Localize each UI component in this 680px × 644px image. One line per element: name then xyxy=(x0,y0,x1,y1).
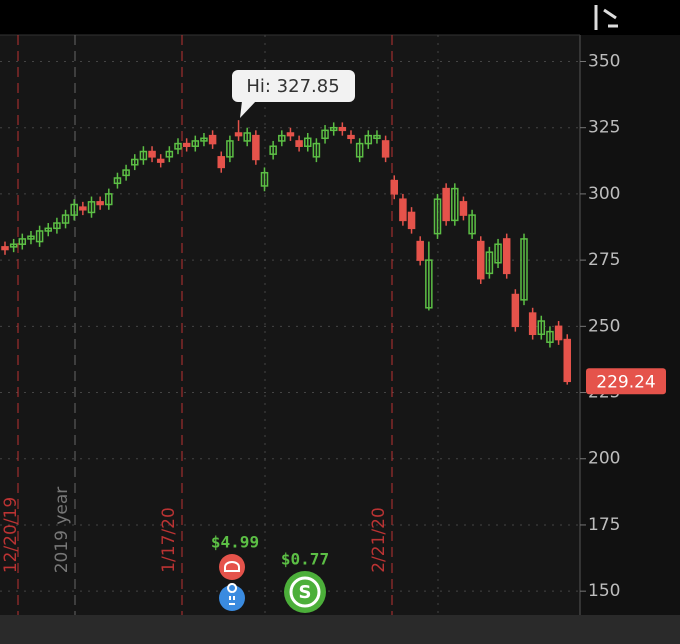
candle-body xyxy=(131,158,139,166)
candle-body xyxy=(433,198,442,235)
candle-body xyxy=(494,243,502,264)
candle-body xyxy=(304,137,312,147)
period-label: 1/17/20 xyxy=(159,507,179,573)
period-label: 12/20/19 xyxy=(1,497,21,573)
candle-body xyxy=(295,140,303,147)
dollar-glyph: S xyxy=(299,582,312,603)
candle-body xyxy=(511,293,520,328)
candle-body xyxy=(156,158,165,163)
last-price-tag xyxy=(586,368,666,395)
callout-pointer xyxy=(240,101,256,118)
y-tick-label: 275 xyxy=(588,250,620,270)
period-lines xyxy=(17,35,439,615)
axis-area xyxy=(580,35,680,615)
candle-body xyxy=(485,251,494,275)
candle-body xyxy=(18,238,27,245)
candle-body xyxy=(563,338,571,383)
logo xyxy=(594,5,618,30)
candle-body xyxy=(269,145,277,155)
candle-body xyxy=(252,134,260,161)
callout-text: Hi: 327.85 xyxy=(246,76,339,97)
candle-body xyxy=(122,169,130,177)
candle-body xyxy=(355,142,364,158)
y-tick-label: 350 xyxy=(588,51,620,71)
candle-body xyxy=(528,312,537,336)
candle-body xyxy=(61,214,70,224)
candle-body xyxy=(234,132,243,137)
candle-body xyxy=(407,211,416,230)
high-callout: Hi: 327.85 xyxy=(232,70,355,118)
event-icon[interactable] xyxy=(219,585,245,611)
candle-body xyxy=(338,126,347,132)
period-label: 2/21/20 xyxy=(369,507,389,573)
candle-body xyxy=(260,171,269,187)
candle-body xyxy=(113,177,122,185)
y-tick-label: 200 xyxy=(588,449,620,469)
candle-body xyxy=(537,320,546,336)
candle-body xyxy=(286,132,295,137)
candle-body xyxy=(165,150,174,158)
candle-body xyxy=(425,259,433,309)
event-label: $0.77 xyxy=(281,550,329,569)
y-tick-label: 150 xyxy=(588,581,620,601)
candle-body xyxy=(139,150,148,161)
candle-body xyxy=(554,325,563,341)
candle-body xyxy=(96,201,104,206)
candle-body xyxy=(442,187,450,222)
plot-area xyxy=(0,35,580,615)
candle-body xyxy=(477,240,485,280)
y-tick-label: 300 xyxy=(588,184,620,204)
y-tick-label: 175 xyxy=(588,515,620,535)
period-label: 2019 year xyxy=(52,487,72,574)
candle-body xyxy=(373,134,381,140)
candle-body xyxy=(546,330,554,343)
candle-body xyxy=(1,246,9,251)
candle-body xyxy=(200,137,208,142)
callout-box xyxy=(232,70,355,102)
candle-body xyxy=(312,142,321,158)
candle-body xyxy=(226,140,234,158)
candle-body xyxy=(44,227,52,232)
bulb-glyph xyxy=(227,583,238,605)
bottom-bar xyxy=(0,615,680,644)
candle-body xyxy=(451,187,459,222)
phone-glyph xyxy=(224,561,240,572)
event-icon[interactable] xyxy=(219,554,245,580)
candle-body xyxy=(321,129,329,140)
candle-body xyxy=(381,140,390,158)
dollar-ring xyxy=(289,576,321,608)
candle-body xyxy=(174,142,182,150)
candle-body xyxy=(468,214,476,235)
candle-body xyxy=(347,134,355,140)
candle-body xyxy=(502,238,511,275)
candle-body xyxy=(520,238,528,301)
y-tick-label: 250 xyxy=(588,316,620,336)
y-tick-label: 325 xyxy=(588,118,620,138)
candle-body xyxy=(191,140,200,147)
candle-body xyxy=(87,201,96,214)
candle-body xyxy=(79,206,87,211)
candle-body xyxy=(35,230,44,243)
candle-body xyxy=(399,198,407,222)
candle-body xyxy=(390,179,398,195)
candle-body xyxy=(182,142,191,147)
candle-body xyxy=(243,132,251,142)
candle-body xyxy=(217,156,225,169)
candle-body xyxy=(459,201,468,216)
candle-body xyxy=(329,126,338,132)
candle-body xyxy=(278,134,286,142)
candle-body xyxy=(208,134,217,145)
candle-body xyxy=(416,240,424,261)
candle-body xyxy=(364,134,373,145)
candle-body xyxy=(27,235,35,240)
candle-body xyxy=(53,222,61,230)
event-label: $4.99 xyxy=(211,533,259,552)
candle-body xyxy=(9,243,18,248)
candle-body xyxy=(148,150,156,158)
candle-body xyxy=(105,193,113,206)
candle-body xyxy=(70,203,78,216)
last-price-label: 229.24 xyxy=(596,372,655,392)
